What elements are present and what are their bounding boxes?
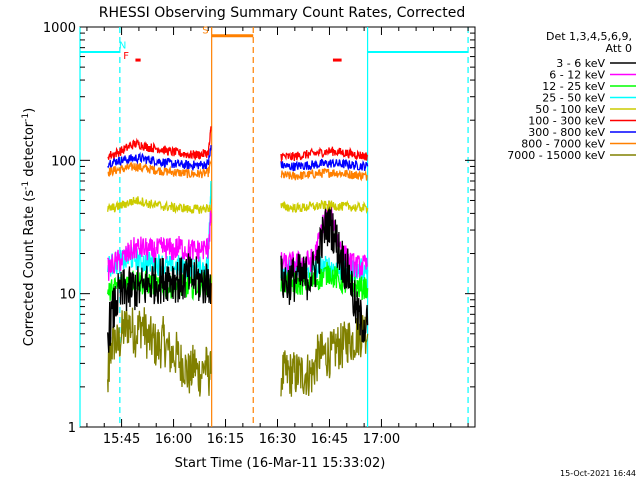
x-tick-label-2: 16:15 — [207, 432, 244, 447]
y-tick-label-3: 1000 — [43, 21, 76, 36]
legend-header-1: Det 1,3,4,5,6,9, — [546, 30, 632, 43]
y-axis-label-part1: Corrected Count Rate (s — [22, 190, 37, 347]
series-line-1-0 — [107, 209, 212, 281]
series-line-4-0 — [107, 196, 212, 215]
x-axis-ticks: 15:45 16:00 16:15 16:30 16:45 17:00 — [86, 27, 469, 447]
series-line-0-0 — [107, 253, 212, 353]
series-layer — [107, 126, 369, 397]
legend-label-4: 50 - 100 keV — [535, 103, 605, 116]
y-axis-label-exp1: -1 — [21, 181, 31, 190]
flag-label-0: N — [119, 40, 126, 51]
series-line-3-1 — [280, 255, 369, 282]
flag-label-2: S — [202, 26, 208, 37]
y-axis-label-part2: detector — [22, 121, 37, 181]
series-line-5-0 — [107, 126, 212, 162]
legend-label-1: 6 - 12 keV — [549, 69, 605, 82]
y-axis-label: Corrected Count Rate (s-1 detector-1) — [21, 108, 37, 346]
x-tick-label-5: 17:00 — [363, 432, 400, 447]
y-tick-label-2: 100 — [51, 154, 76, 169]
series-line-6-1 — [280, 158, 369, 172]
legend-label-3: 25 - 50 keV — [542, 92, 605, 105]
series-line-8-0 — [107, 307, 212, 397]
x-tick-label-0: 15:45 — [103, 432, 140, 447]
x-tick-label-3: 16:30 — [259, 432, 296, 447]
legend-header-2: Att 0 — [606, 42, 632, 55]
legend-label-0: 3 - 6 keV — [556, 57, 605, 70]
chart-title: RHESSI Observing Summary Count Rates, Co… — [99, 5, 465, 21]
x-tick-label-4: 16:45 — [311, 432, 348, 447]
series-line-6-0 — [107, 145, 212, 171]
legend-label-6: 300 - 800 keV — [528, 126, 605, 139]
series-line-4-1 — [280, 199, 369, 214]
series-line-1-1 — [280, 202, 369, 278]
y-tick-label-0: 1 — [68, 421, 76, 436]
legend-label-2: 12 - 25 keV — [542, 80, 605, 93]
x-axis-label: Start Time (16-Mar-11 15:33:02) — [175, 456, 386, 471]
series-line-7-0 — [107, 160, 212, 179]
series-line-0-1 — [280, 200, 369, 343]
legend-label-5: 100 - 300 keV — [528, 115, 605, 128]
y-tick-label-1: 10 — [59, 288, 76, 303]
x-tick-label-1: 16:00 — [155, 432, 192, 447]
y-axis-label-exp2: -1 — [21, 113, 31, 122]
legend-label-8: 7000 - 15000 keV — [507, 149, 605, 162]
series-line-7-1 — [280, 167, 369, 182]
legend-label-7: 800 - 7000 keV — [521, 138, 605, 151]
footer-timestamp: 15-Oct-2021 16:44 — [560, 469, 636, 478]
y-axis-label-part3: ) — [22, 108, 37, 113]
series-line-8-1 — [280, 313, 369, 397]
series-line-5-1 — [280, 146, 369, 163]
annotations-layer: NF S — [79, 26, 469, 427]
y-axis-ticks: 1 10 100 1000 — [43, 21, 475, 436]
flag-label-1: F — [123, 51, 129, 62]
